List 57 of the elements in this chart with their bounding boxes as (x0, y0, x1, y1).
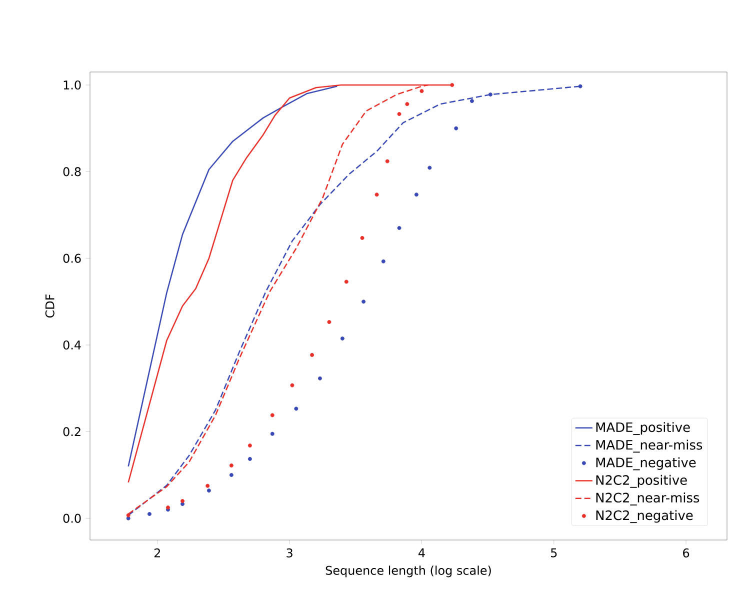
point (344, 280, 348, 284)
point (578, 84, 582, 88)
point (450, 83, 454, 87)
legend-label: N2C2_near-miss (596, 492, 700, 506)
point (206, 484, 210, 488)
point (454, 126, 458, 130)
point (270, 413, 274, 418)
line-series (128, 86, 338, 467)
point (206, 488, 211, 493)
y-tick-label: 0.0 (63, 514, 81, 523)
point (126, 516, 130, 520)
point (290, 383, 294, 388)
point (248, 456, 252, 461)
point (362, 300, 366, 304)
point (166, 506, 170, 510)
point (470, 99, 474, 104)
point (428, 166, 432, 170)
point (126, 513, 130, 518)
legend-label: MADE_negative (596, 457, 696, 470)
point (229, 473, 234, 477)
point (420, 89, 424, 94)
point (397, 226, 402, 230)
point (397, 112, 402, 116)
x-tick-label: 3 (286, 548, 292, 558)
point (270, 432, 274, 436)
x-axis-title: Sequence length (log scale) (326, 566, 491, 578)
x-tick-label: 6 (683, 548, 690, 558)
legend-label: N2C2_positive (596, 474, 687, 488)
point (414, 192, 418, 197)
point (294, 406, 298, 411)
y-axis-title: CDF (45, 294, 54, 318)
point (229, 463, 234, 468)
point (310, 352, 314, 357)
point (360, 236, 364, 240)
point (327, 320, 332, 324)
point (385, 159, 390, 164)
point (381, 259, 386, 264)
point (318, 376, 322, 380)
y-tick-label: 0.8 (63, 167, 81, 176)
legend-label: MADE_near-miss (596, 440, 702, 453)
point (248, 444, 252, 448)
x-tick-label: 4 (418, 548, 425, 558)
point (180, 502, 185, 506)
y-tick-label: 0.4 (63, 340, 81, 350)
point (180, 499, 185, 503)
point (147, 512, 152, 516)
y-tick-label: 1.0 (64, 80, 81, 90)
point (405, 102, 410, 106)
y-tick-label: 0.2 (63, 427, 80, 436)
point (340, 336, 344, 340)
point (374, 192, 379, 197)
legend-label: N2C2_negative (596, 510, 693, 524)
x-tick-label: 5 (551, 548, 557, 558)
x-tick-label: 2 (154, 548, 160, 558)
legend-label: MADE_positive (596, 422, 690, 435)
y-tick-label: 0.6 (63, 254, 81, 263)
point (488, 92, 492, 97)
